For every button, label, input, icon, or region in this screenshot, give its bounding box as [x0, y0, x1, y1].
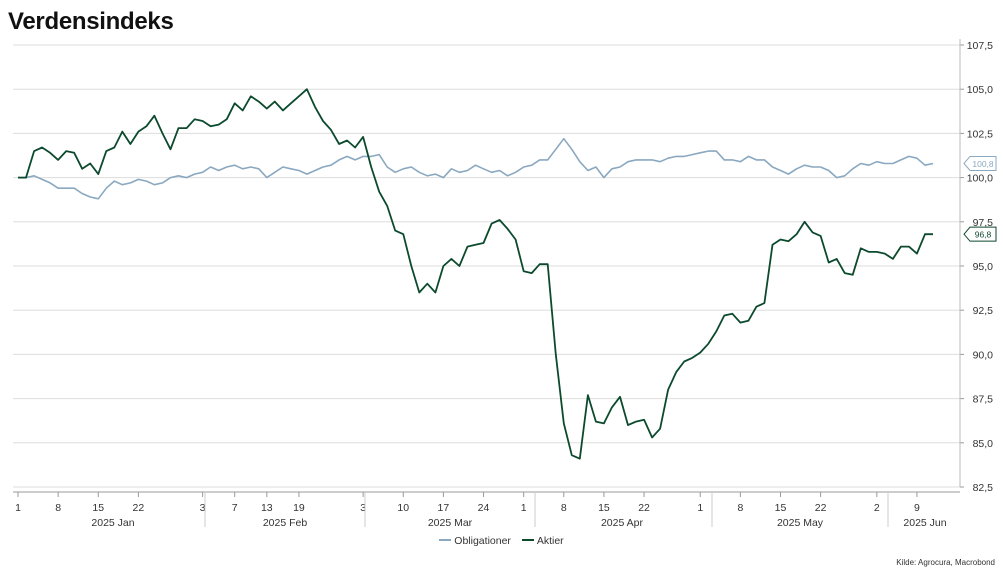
x-tick-label: 9 [914, 502, 920, 514]
x-month-label: 2025 Mar [428, 517, 473, 529]
x-tick-label: 1 [697, 502, 703, 514]
x-tick-label: 8 [737, 502, 743, 514]
source-note: Kilde: Agrocura, Macrobond [896, 558, 995, 567]
legend-swatch-stocks [521, 539, 534, 542]
x-tick-label: 15 [598, 502, 610, 514]
x-month-label: 2025 Jun [903, 517, 946, 529]
legend-label-bonds: Obligationer [454, 535, 511, 547]
series-line-bonds [18, 137, 934, 200]
x-tick-label: 8 [55, 502, 61, 514]
y-tick-label: 102,5 [967, 128, 993, 140]
y-axis: 107,5 105,0 102,5 100,0 97,5 95,0 92,5 90,0 87,5… [959, 39, 994, 494]
x-month-label: 2025 Feb [263, 517, 308, 529]
x-tick-label: 1 [15, 502, 21, 514]
x-month-label: 2025 Jan [91, 517, 134, 529]
y-tick-label: 105,0 [967, 84, 993, 96]
x-tick-label: 3 [360, 502, 366, 514]
gridlines [13, 44, 960, 488]
end-label-bonds: 100,8 [972, 159, 994, 169]
y-tick-label: 87,5 [973, 394, 994, 406]
legend: Obligationer Aktier [0, 535, 1003, 547]
x-tick-label: 15 [92, 502, 104, 514]
series-lines [18, 88, 934, 460]
y-tick-label: 100,0 [967, 173, 993, 185]
end-label-bonds-box [963, 155, 997, 171]
x-tick-label: 22 [133, 502, 145, 514]
y-tick-label: 92,5 [973, 305, 994, 317]
y-tick-label: 97,5 [973, 217, 994, 229]
x-month-label: 2025 May [777, 517, 824, 529]
y-tick-label: 85,0 [973, 438, 994, 450]
y-tick-label: 95,0 [973, 261, 994, 273]
x-tick-label: 13 [261, 502, 273, 514]
x-tick-label: 2 [874, 502, 880, 514]
x-tick-label: 8 [561, 502, 567, 514]
legend-swatch-bonds [439, 539, 452, 542]
x-tick-label: 22 [815, 502, 827, 514]
x-tick-label: 22 [638, 502, 650, 514]
legend-label-stocks: Aktier [536, 535, 564, 547]
y-tick-label: 82,5 [973, 482, 994, 494]
end-value-labels: 100,8 96,8 [963, 155, 997, 242]
x-tick-label: 19 [293, 502, 305, 514]
legend-item-stocks[interactable]: Aktier [521, 535, 564, 547]
chart-title: Verdensindeks [8, 8, 174, 35]
y-tick-label: 107,5 [967, 40, 993, 52]
x-month-label: 2025 Apr [601, 517, 644, 529]
y-tick-label: 90,0 [973, 349, 994, 361]
x-tick-label: 3 [200, 502, 206, 514]
x-tick-label: 17 [438, 502, 450, 514]
x-tick-label: 24 [478, 502, 490, 514]
end-label-stocks: 96,8 [975, 230, 992, 240]
legend-item-bonds[interactable]: Obligationer [439, 535, 511, 547]
x-tick-label: 1 [521, 502, 527, 514]
x-tick-label: 7 [232, 502, 238, 514]
end-label-stocks-box [963, 226, 997, 242]
x-tick-label: 10 [397, 502, 409, 514]
series-line-stocks [18, 88, 933, 460]
x-tick-label: 15 [775, 502, 787, 514]
